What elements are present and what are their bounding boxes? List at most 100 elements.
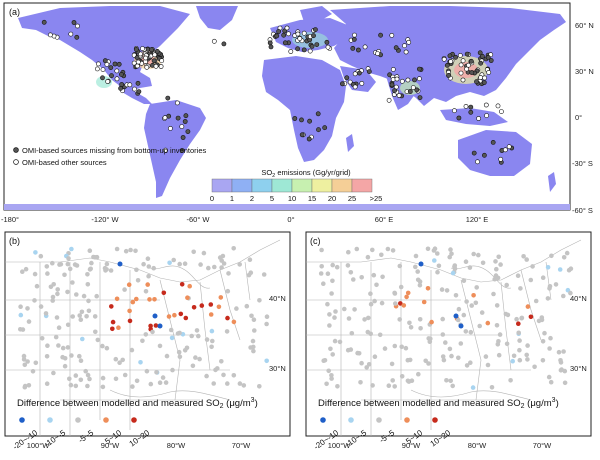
station-dot [464,363,470,368]
omi-missing-source-marker [339,81,345,87]
station-dot [330,262,336,268]
station-dot [540,275,546,281]
station-dot [521,253,526,259]
station-dot [50,260,55,266]
colorbar-cells [211,178,373,193]
station-dot [77,313,82,318]
station-dot [237,262,242,267]
station-dot [561,254,567,260]
station-dot [219,265,224,270]
station-dot [134,378,140,384]
station-dot [425,246,431,252]
station-dot [461,278,467,284]
omi-other-source-marker [96,61,101,67]
omi-missing-source-marker [306,136,312,142]
legend-class-marker [320,417,326,423]
lat-tick-30n: 30° N [575,67,594,76]
colorbar-tick-label: 10 [288,194,296,203]
station-dot [231,246,236,251]
station-dot [319,264,325,269]
station-dot [359,360,364,366]
station-dot [329,291,334,296]
station-dot [564,250,570,256]
station-dot [94,293,99,299]
panel-b-lat-ticks: 40°N 30°N [269,294,286,373]
station-dot [22,362,28,368]
station-dot [189,333,194,339]
station-dot [38,253,44,259]
legend-class-marker [75,417,81,423]
station-dot [485,362,491,368]
station-dot [385,246,391,252]
omi-missing-source-marker [456,115,462,121]
station-dot [518,286,523,291]
station-dot [208,312,214,317]
omi-missing-source-marker [267,40,273,46]
station-dot [335,384,340,389]
lat-tick-30s: -30° S [572,159,593,168]
station-dot [432,246,438,251]
omi-missing-source-marker [136,89,142,94]
omi-missing-source-marker [453,54,458,60]
omi-other-source-marker [478,75,483,80]
station-dot [21,357,27,362]
station-dot [62,272,67,278]
station-dot [226,271,231,276]
station-dot [418,326,423,331]
station-dot [182,261,188,267]
station-dot [406,379,412,384]
station-dot [204,337,210,342]
station-dot [337,339,343,345]
station-dot [190,363,196,369]
station-dot [504,341,510,347]
station-dot [352,307,357,312]
station-dot [517,347,522,353]
station-dot [177,354,183,360]
omi-missing-source-marker [468,58,474,64]
station-dot [85,372,91,378]
station-dot [416,371,421,377]
station-dot [418,261,424,267]
station-dot [93,329,98,335]
station-dot [177,261,182,267]
omi-missing-source-marker [485,55,491,60]
omi-missing-source-marker [356,70,362,76]
station-dot [404,294,409,300]
station-dot [413,253,419,259]
station-dot [450,383,456,389]
lon-tick-120e: 120° E [466,215,489,224]
omi-other-source-marker [325,44,331,50]
station-dot [248,345,253,350]
station-dot [123,248,129,254]
station-dot [319,247,324,253]
omi-other-source-marker [301,30,307,36]
omi-other-source-marker [386,97,392,103]
station-dot [85,272,90,277]
station-dot [133,248,138,254]
station-dot [496,352,502,358]
station-dot [116,325,121,331]
station-dot [44,264,50,269]
station-dot [130,299,136,305]
station-dot [386,383,392,389]
station-dot [463,259,469,265]
omi-other-source-marker [163,147,168,153]
omi-missing-source-marker [116,61,122,67]
station-dot [333,309,338,314]
station-dot [456,306,462,312]
station-dot [69,246,74,252]
omi-other-source-marker [460,77,466,83]
station-dot [448,378,454,384]
station-dot [129,347,135,353]
station-dot [219,258,224,263]
station-dot [146,264,152,269]
station-dot [489,385,495,390]
station-dot [100,375,106,381]
station-dot [413,264,418,270]
station-dot [399,344,405,350]
station-dot [485,320,491,326]
station-dot [33,250,38,255]
station-dot [84,314,89,319]
station-dot [103,268,108,273]
station-dot [44,354,50,359]
